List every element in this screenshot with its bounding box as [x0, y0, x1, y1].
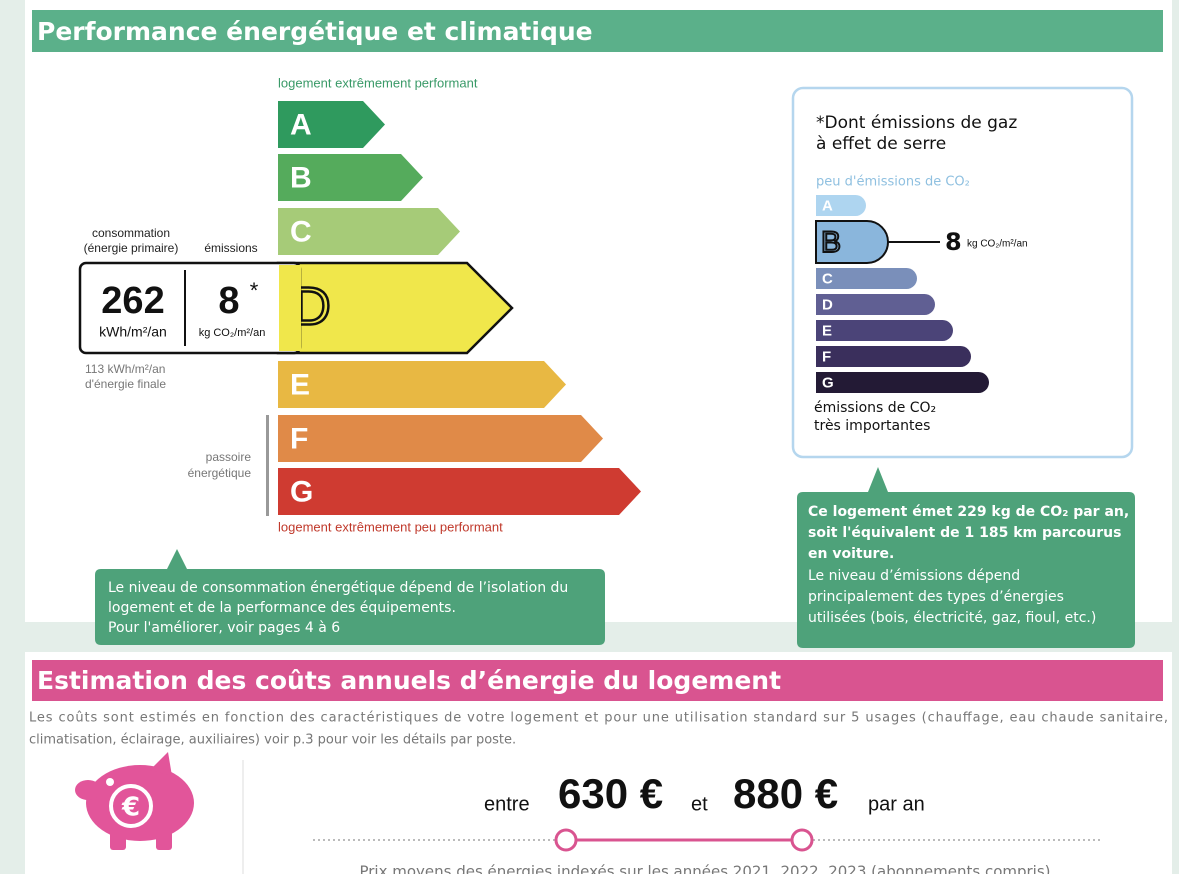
callout-text: Ce logement émet 229 kg de CO₂ par an,: [808, 504, 1129, 520]
energy-class-arrow: [278, 468, 641, 515]
description: Les coûts sont estimés en fonction des c…: [29, 711, 1168, 726]
climate-title: *Dont émissions de gaz: [816, 113, 1017, 133]
climate-class-bar: [815, 220, 889, 264]
label: émissions: [204, 241, 257, 255]
energy-class-arrow: [278, 154, 423, 201]
climate-class-bar: [816, 372, 989, 393]
label: d'énergie finale: [85, 377, 166, 391]
unit: kg CO₂/m²/an: [199, 327, 266, 339]
callout-text: utilisées (bois, électricité, gaz, fioul…: [808, 610, 1096, 626]
climate-class-bar: [816, 294, 936, 315]
euro-icon: €: [121, 793, 140, 823]
climate-class-bar: [816, 346, 971, 367]
class-letter: D: [822, 296, 833, 313]
unit: kWh/m²/an: [99, 324, 167, 340]
range-value: 880 €: [733, 770, 838, 817]
energy-class-arrow: [278, 208, 460, 255]
class-letter: F: [290, 422, 308, 455]
callout-text: Le niveau de consommation énergétique dé…: [108, 580, 568, 596]
range-value: 630 €: [558, 770, 663, 817]
star: *: [250, 278, 259, 303]
label: très importantes: [814, 418, 930, 434]
value: 262: [101, 280, 164, 322]
class-letter: E: [822, 322, 832, 339]
label: émissions de CO₂: [814, 400, 936, 416]
passoire-bracket: [266, 415, 269, 516]
section-bar: [32, 10, 1163, 52]
range-text: et: [691, 793, 708, 815]
label: logement extrêmement performant: [278, 75, 478, 90]
piggy-eye: [106, 778, 114, 786]
class-letter: E: [290, 368, 310, 401]
piggy-ear: [150, 752, 172, 776]
label: consommation: [92, 226, 170, 240]
range-text: entre: [484, 793, 530, 815]
piggy-leg: [110, 828, 126, 850]
range-text: par an: [868, 793, 925, 815]
climate-class-bar: [816, 195, 866, 216]
energy-class-arrow: [278, 361, 566, 408]
label: passoire: [206, 450, 252, 464]
class-letter: G: [822, 374, 834, 391]
callout-text: Le niveau d’émissions dépend: [808, 568, 1020, 584]
class-letter: C: [290, 215, 312, 248]
class-letter: C: [822, 270, 833, 287]
class-letter: A: [290, 108, 312, 141]
callout-text: en voiture.: [808, 546, 894, 562]
piggy-snout: [75, 780, 101, 800]
class-letter: A: [822, 197, 833, 214]
callout-text: principalement des types d’énergies: [808, 589, 1064, 605]
section-bar: [32, 660, 1163, 701]
range-dot: [554, 828, 578, 852]
section-title: Estimation des coûts annuels d’énergie d…: [37, 666, 781, 695]
description: climatisation, éclairage, auxiliaires) v…: [29, 733, 516, 748]
climate-class-bar: [816, 268, 917, 289]
class-letter: G: [290, 475, 313, 508]
energy-class-arrow: [278, 101, 385, 148]
label: énergétique: [188, 466, 252, 480]
piggy-leg: [156, 828, 172, 850]
callout: [95, 549, 605, 645]
callout-text: logement et de la performance des équipe…: [108, 600, 456, 616]
value-box-cover: [279, 265, 301, 351]
class-letter: F: [822, 348, 831, 365]
section-title: Performance énergétique et climatique: [37, 17, 593, 46]
class-letter: B: [290, 161, 312, 194]
footnote: Prix moyens des énergies indexés sur les…: [359, 863, 1050, 874]
value: 8: [945, 228, 962, 256]
range-dot: [790, 828, 814, 852]
label: logement extrêmement peu performant: [278, 519, 503, 534]
climate-title: à effet de serre: [816, 134, 946, 154]
callout: [797, 467, 1135, 648]
label: peu d'émissions de CO₂: [816, 175, 970, 190]
climate-class-bar: [816, 320, 954, 341]
value: 8: [218, 280, 239, 322]
callout-text: Pour l'améliorer, voir pages 4 à 6: [108, 620, 340, 636]
energy-class-arrow: [278, 415, 603, 462]
label: (énergie primaire): [84, 241, 179, 255]
label: 113 kWh/m²/an: [85, 362, 165, 376]
class-letter: B: [821, 226, 841, 259]
unit: kg CO₂/m²/an: [967, 239, 1028, 250]
piggy-coin: [109, 784, 153, 828]
callout-text: soit l'équivalent de 1 185 km parcourus: [808, 525, 1121, 541]
